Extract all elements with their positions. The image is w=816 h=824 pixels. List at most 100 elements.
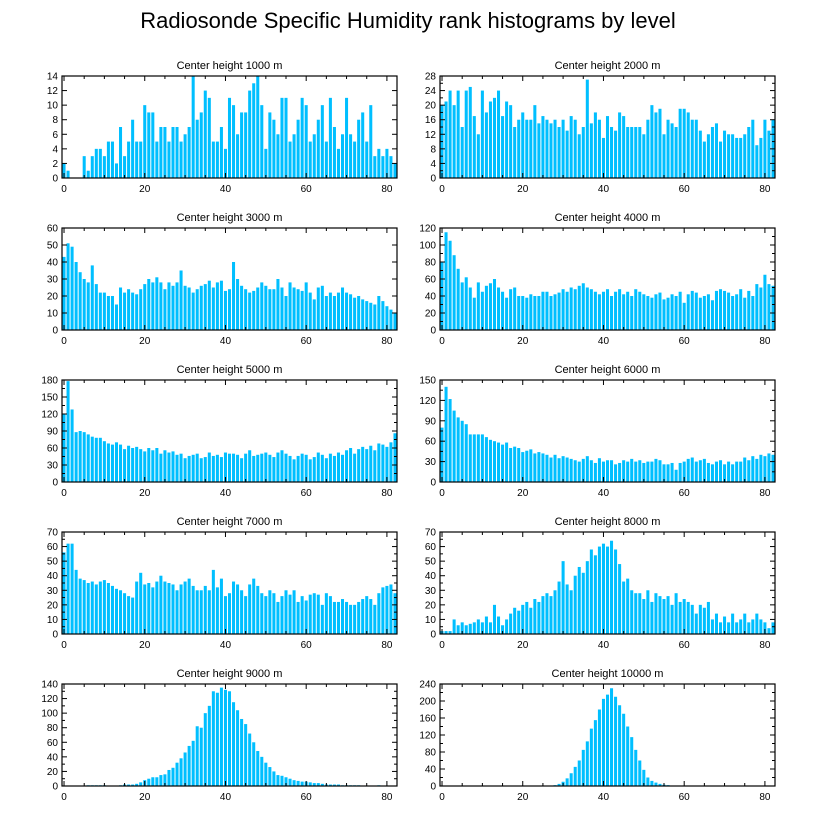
y-tick-label: 24 bbox=[425, 86, 437, 97]
x-tick-label: 20 bbox=[517, 336, 529, 347]
histogram-bar bbox=[199, 458, 203, 482]
x-tick-label: 40 bbox=[220, 184, 232, 195]
histogram-bar bbox=[605, 116, 610, 178]
histogram-bar bbox=[227, 593, 232, 634]
histogram-bar bbox=[300, 453, 304, 482]
histogram-bar bbox=[365, 301, 369, 330]
histogram-bar bbox=[714, 613, 718, 634]
histogram-bar bbox=[215, 587, 219, 634]
histogram-bar bbox=[393, 433, 397, 482]
y-tick-label: 4 bbox=[430, 159, 436, 170]
histogram-bar bbox=[630, 737, 634, 786]
histogram-panel: Center height 3000 m 0 20 40 60 80 0 10 20 30 40 50… bbox=[47, 212, 398, 347]
x-tick-label: 0 bbox=[61, 184, 67, 195]
histogram-bar bbox=[123, 292, 127, 330]
histogram-bar bbox=[268, 289, 272, 330]
histogram-bar bbox=[460, 282, 464, 330]
histogram-bar bbox=[296, 455, 300, 482]
histogram-bar bbox=[630, 127, 634, 178]
histogram-bar bbox=[94, 148, 98, 178]
y-tick-label: 80 bbox=[47, 723, 59, 734]
histogram-bar bbox=[288, 282, 292, 330]
histogram-bar bbox=[638, 760, 642, 786]
x-tick-label: 60 bbox=[679, 184, 691, 195]
x-tick-label: 20 bbox=[139, 336, 151, 347]
histogram-bar bbox=[357, 601, 361, 634]
histogram-bar bbox=[123, 593, 127, 634]
y-tick-label: 4 bbox=[52, 144, 58, 155]
histogram-bar bbox=[468, 86, 472, 178]
histogram-bar bbox=[581, 749, 585, 786]
histogram-bar bbox=[727, 292, 731, 330]
x-tick-label: 80 bbox=[759, 640, 771, 651]
histogram-bar bbox=[175, 127, 179, 178]
y-tick-label: 160 bbox=[419, 714, 436, 725]
histogram-bar bbox=[601, 698, 605, 786]
x-tick-label: 0 bbox=[439, 336, 445, 347]
histogram-bar bbox=[248, 90, 252, 178]
histogram-bar bbox=[650, 297, 654, 330]
histogram-bar bbox=[236, 279, 240, 330]
histogram-bar bbox=[488, 439, 492, 482]
y-tick-label: 90 bbox=[47, 427, 59, 438]
histogram-bar bbox=[497, 616, 501, 634]
histogram-bar bbox=[195, 726, 199, 786]
histogram-bar bbox=[694, 461, 698, 482]
histogram-bar bbox=[492, 97, 497, 178]
x-tick-label: 40 bbox=[598, 792, 610, 803]
histogram-bar bbox=[622, 294, 626, 330]
histogram-bar bbox=[207, 97, 211, 178]
histogram-bar bbox=[581, 572, 585, 634]
histogram-bar bbox=[159, 575, 163, 634]
histogram-bar bbox=[66, 170, 70, 178]
histogram-bar bbox=[66, 381, 70, 482]
histogram-bar bbox=[167, 282, 171, 330]
histogram-bar bbox=[690, 604, 694, 634]
histogram-bar bbox=[308, 141, 312, 178]
histogram-bar bbox=[521, 112, 525, 178]
y-tick-label: 120 bbox=[41, 694, 58, 705]
histogram-bar bbox=[618, 112, 622, 178]
histogram-bar bbox=[723, 616, 727, 634]
histogram-bar bbox=[94, 437, 98, 482]
histogram-bar bbox=[702, 141, 706, 178]
histogram-bar bbox=[444, 101, 448, 178]
histogram-bar bbox=[525, 601, 529, 634]
histogram-bar bbox=[114, 163, 119, 178]
histogram-bar bbox=[127, 289, 131, 330]
histogram-bar bbox=[601, 543, 605, 634]
histogram-bar bbox=[686, 458, 690, 482]
histogram-bar bbox=[82, 580, 86, 634]
histogram-bar bbox=[179, 270, 183, 330]
histogram-bar bbox=[658, 460, 662, 482]
histogram-bar bbox=[195, 289, 199, 330]
histogram-bar bbox=[300, 97, 304, 178]
y-tick-label: 10 bbox=[47, 101, 59, 112]
histogram-bar bbox=[549, 123, 553, 178]
histogram-bar bbox=[448, 399, 452, 482]
histogram-bar bbox=[553, 294, 557, 330]
histogram-bar bbox=[155, 448, 159, 482]
histogram-bar bbox=[179, 453, 183, 482]
histogram-bar bbox=[357, 449, 361, 482]
histogram-bar bbox=[320, 285, 324, 330]
x-tick-label: 80 bbox=[381, 184, 393, 195]
histogram-bar bbox=[70, 543, 74, 634]
histogram-bar bbox=[268, 454, 272, 482]
histogram-bar bbox=[565, 584, 569, 634]
histogram-bar bbox=[702, 458, 706, 482]
histogram-bar bbox=[353, 604, 357, 634]
histogram-bar bbox=[759, 454, 763, 482]
y-tick-label: 80 bbox=[425, 748, 437, 759]
histogram-bar bbox=[163, 289, 167, 330]
histogram-bar bbox=[605, 546, 610, 634]
histogram-bar bbox=[227, 453, 232, 482]
histogram-bar bbox=[296, 780, 300, 786]
histogram-bar bbox=[102, 441, 106, 482]
histogram-bar bbox=[476, 619, 480, 634]
x-tick-label: 80 bbox=[759, 792, 771, 803]
histogram-bar bbox=[593, 462, 597, 482]
histogram-bar bbox=[252, 290, 256, 330]
histogram-bar bbox=[357, 296, 361, 330]
histogram-bar bbox=[227, 691, 232, 786]
